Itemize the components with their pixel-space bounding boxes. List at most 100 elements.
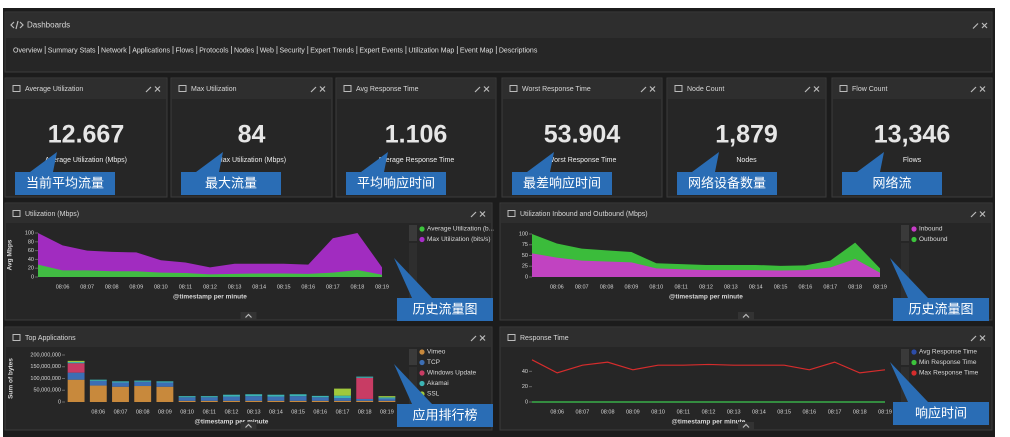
code-icon — [10, 20, 24, 30]
close-icon[interactable] — [483, 86, 490, 92]
x-tick-label: 08:19 — [873, 284, 887, 290]
legend-toggle[interactable] — [901, 225, 909, 241]
close-icon[interactable] — [979, 211, 986, 217]
x-tick-label: 08:06 — [550, 409, 564, 415]
x-tick-label: 08:19 — [878, 409, 892, 415]
nav-link[interactable]: Summary Stats — [48, 47, 96, 54]
x-tick-label: 08:11 — [203, 409, 216, 415]
x-tick-label: 08:16 — [313, 409, 327, 415]
close-icon[interactable] — [479, 335, 486, 341]
edit-icon[interactable] — [970, 335, 977, 342]
callout-text: 历史流量图 — [908, 301, 973, 316]
x-tick-label: 08:10 — [180, 409, 194, 415]
collapse-arrow — [245, 423, 252, 428]
close-icon[interactable] — [979, 335, 986, 341]
callout-text: 历史流量图 — [412, 301, 477, 316]
callout-box — [677, 172, 777, 195]
close-icon[interactable] — [479, 211, 486, 217]
header-title: Dashboards — [27, 21, 70, 30]
close-icon[interactable] — [154, 86, 161, 92]
collapse-tab[interactable] — [738, 312, 754, 320]
close-icon[interactable] — [813, 86, 820, 92]
legend-toggle[interactable] — [409, 349, 417, 365]
x-tick-label: 08:07 — [575, 284, 589, 290]
edit-icon[interactable] — [474, 86, 481, 93]
callout-pointer — [30, 152, 57, 172]
metric-title: Average Utilization — [25, 86, 83, 93]
nav-link[interactable]: Flows — [175, 47, 194, 54]
legend-label: Akamai — [427, 380, 449, 387]
legend-swatch — [419, 226, 425, 232]
edit-icon[interactable] — [470, 211, 477, 218]
chart-icon — [507, 334, 516, 341]
edit-icon[interactable] — [145, 86, 152, 93]
nav-link[interactable]: Nodes — [234, 47, 255, 54]
metric-head — [668, 79, 825, 99]
nav-link[interactable]: Overview — [13, 47, 43, 54]
edit-icon[interactable] — [970, 211, 977, 218]
metric-label: Nodes — [736, 157, 757, 164]
callout-text: 应用排行榜 — [412, 407, 477, 422]
bar-segment — [289, 396, 307, 401]
edit-icon[interactable] — [470, 335, 477, 342]
callout-pointer — [857, 152, 884, 172]
nav-link[interactable]: Utilization Map — [408, 47, 454, 54]
close-icon[interactable] — [319, 86, 326, 92]
bar-segment — [334, 398, 351, 401]
nav-link[interactable]: Descriptions — [499, 47, 538, 54]
metric-label: Average Response Time — [378, 157, 455, 164]
close-icon[interactable] — [979, 86, 986, 92]
nav-link[interactable]: Expert Events — [359, 47, 403, 54]
x-tick-label: 08:12 — [225, 409, 239, 415]
legend-label: SSL — [427, 391, 440, 398]
nav-link[interactable]: Event Map — [460, 47, 494, 54]
nav-link[interactable]: Applications — [132, 47, 170, 54]
chart-head — [501, 204, 991, 223]
callout-text: 最差响应时间 — [523, 175, 601, 190]
x-tick-label: 08:10 — [651, 409, 665, 415]
bar-segment — [267, 400, 285, 402]
nav-link[interactable]: Security — [279, 47, 305, 54]
x-tick-label: 08:09 — [626, 409, 640, 415]
x-tick-label: 08:15 — [774, 284, 788, 290]
x-tick-label: 08:13 — [727, 409, 741, 415]
legend-swatch — [911, 370, 917, 376]
x-tick-label: 08:12 — [203, 284, 217, 290]
callout-pointer — [527, 152, 554, 172]
edit-icon[interactable] — [640, 86, 647, 93]
edit-icon[interactable] — [804, 86, 811, 93]
legend-toggle[interactable] — [409, 225, 417, 241]
edit-icon[interactable] — [972, 23, 979, 29]
nav-link[interactable]: Network — [101, 47, 127, 54]
metric-label: Average Utilization (Mbps) — [45, 157, 127, 164]
x-tick-label: 08:12 — [702, 409, 716, 415]
bar-segment — [67, 372, 85, 380]
edit-icon[interactable] — [970, 86, 977, 93]
header-bar — [6, 13, 991, 38]
bar-segment — [334, 388, 351, 396]
collapse-tab[interactable] — [738, 422, 754, 430]
nav-link[interactable]: Expert Trends — [310, 47, 354, 54]
legend-toggle[interactable] — [901, 349, 909, 365]
nav-link[interactable]: Web — [260, 47, 274, 54]
legend-swatch — [911, 236, 917, 243]
bar-segment — [112, 386, 129, 402]
close-icon[interactable] — [649, 86, 656, 92]
bar-segment — [334, 400, 351, 402]
collapse-arrow — [742, 313, 750, 318]
bar-segment — [89, 385, 107, 402]
bar-segment — [178, 397, 196, 401]
metric-label: Max Utilization (Mbps) — [217, 157, 286, 164]
nav-link[interactable]: Protocols — [199, 47, 229, 54]
area — [38, 233, 382, 277]
bar-segment — [89, 380, 107, 386]
edit-icon[interactable] — [310, 86, 317, 93]
metric-title: Node Count — [687, 86, 724, 93]
bar-segment — [289, 400, 307, 402]
y-tick-label: 20 — [522, 384, 528, 390]
legend-label: Average Utilization (b... — [427, 226, 494, 233]
collapse-tab[interactable] — [240, 422, 257, 430]
close-icon[interactable] — [981, 22, 988, 29]
callout-box — [397, 298, 493, 321]
collapse-tab[interactable] — [240, 312, 257, 320]
